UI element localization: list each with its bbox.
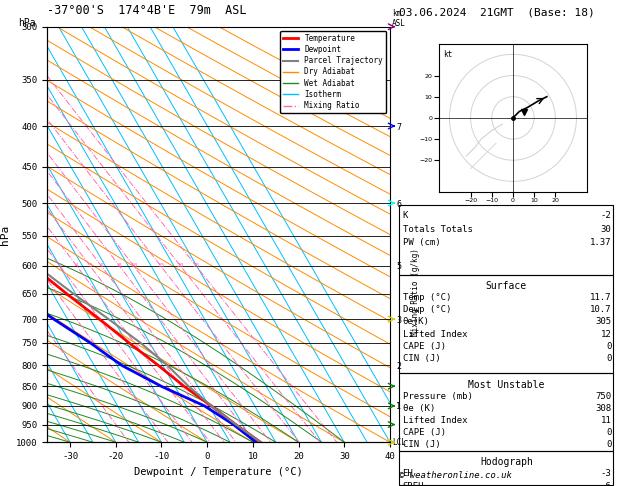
Text: 11.7: 11.7: [590, 293, 611, 302]
Text: CIN (J): CIN (J): [403, 440, 440, 450]
Text: 10: 10: [130, 263, 138, 268]
Text: -2: -2: [601, 211, 611, 221]
Text: 6: 6: [99, 263, 103, 268]
Text: LCL: LCL: [392, 438, 406, 447]
Text: Most Unstable: Most Unstable: [468, 380, 545, 390]
Text: 20: 20: [177, 263, 184, 268]
Text: kt: kt: [443, 50, 452, 59]
Text: Mixing Ratio (g/kg): Mixing Ratio (g/kg): [411, 249, 420, 336]
Text: θe (K): θe (K): [403, 404, 435, 413]
Text: 308: 308: [595, 404, 611, 413]
Text: -6: -6: [601, 482, 611, 486]
Text: 25: 25: [192, 263, 200, 268]
Text: 10.7: 10.7: [590, 305, 611, 314]
Text: 15: 15: [157, 263, 165, 268]
Text: Surface: Surface: [486, 281, 527, 291]
Text: © weatheronline.co.uk: © weatheronline.co.uk: [399, 471, 512, 480]
Text: 30: 30: [601, 225, 611, 234]
Text: EH: EH: [403, 469, 413, 479]
Text: Temp (°C): Temp (°C): [403, 293, 451, 302]
Text: PW (cm): PW (cm): [403, 238, 440, 247]
Text: Pressure (mb): Pressure (mb): [403, 392, 472, 401]
Text: 305: 305: [595, 317, 611, 327]
Text: Totals Totals: Totals Totals: [403, 225, 472, 234]
Y-axis label: hPa: hPa: [1, 225, 11, 244]
Text: Dewp (°C): Dewp (°C): [403, 305, 451, 314]
Text: 4: 4: [75, 263, 79, 268]
Text: CIN (J): CIN (J): [403, 354, 440, 363]
Text: 8: 8: [118, 263, 121, 268]
Text: SREH: SREH: [403, 482, 424, 486]
Text: 0: 0: [606, 428, 611, 437]
Text: θe(K): θe(K): [403, 317, 430, 327]
Text: 03.06.2024  21GMT  (Base: 18): 03.06.2024 21GMT (Base: 18): [399, 7, 595, 17]
Text: -37°00'S  174°4B'E  79m  ASL: -37°00'S 174°4B'E 79m ASL: [47, 4, 247, 17]
Text: CAPE (J): CAPE (J): [403, 342, 445, 351]
Text: Hodograph: Hodograph: [480, 457, 533, 468]
Text: -3: -3: [601, 469, 611, 479]
Text: K: K: [403, 211, 408, 221]
Text: 0: 0: [606, 440, 611, 450]
Text: hPa: hPa: [18, 18, 36, 29]
Text: 12: 12: [601, 330, 611, 339]
Text: km
ASL: km ASL: [392, 9, 406, 29]
Text: 0: 0: [606, 342, 611, 351]
Text: CAPE (J): CAPE (J): [403, 428, 445, 437]
Text: 5: 5: [88, 263, 92, 268]
X-axis label: Dewpoint / Temperature (°C): Dewpoint / Temperature (°C): [134, 467, 303, 477]
Text: 11: 11: [601, 416, 611, 425]
Legend: Temperature, Dewpoint, Parcel Trajectory, Dry Adiabat, Wet Adiabat, Isotherm, Mi: Temperature, Dewpoint, Parcel Trajectory…: [280, 31, 386, 113]
Text: Lifted Index: Lifted Index: [403, 330, 467, 339]
Text: 3: 3: [58, 263, 62, 268]
Text: 1.37: 1.37: [590, 238, 611, 247]
Text: 750: 750: [595, 392, 611, 401]
Text: 0: 0: [606, 354, 611, 363]
Text: Lifted Index: Lifted Index: [403, 416, 467, 425]
